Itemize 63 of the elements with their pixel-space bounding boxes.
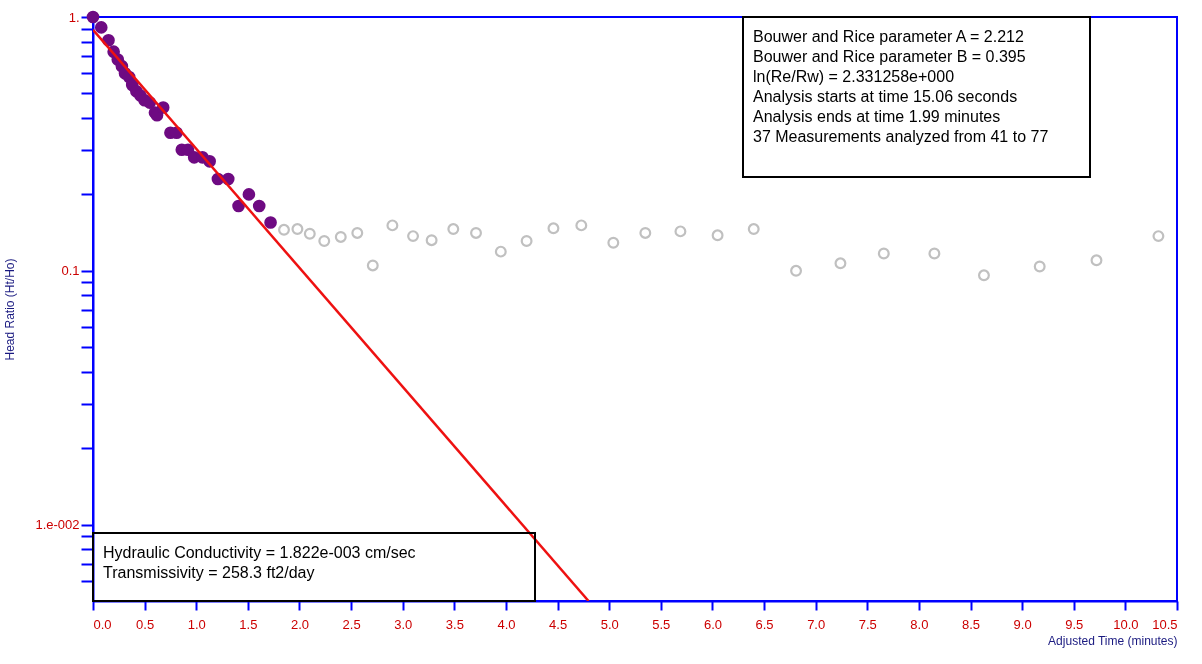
x-tick-label: 3.0: [394, 616, 413, 632]
point: [711, 229, 724, 242]
point: [1090, 254, 1103, 267]
x-tick-label: 4.5: [549, 616, 568, 632]
point: [607, 236, 620, 249]
point: [470, 226, 482, 239]
point: [264, 216, 277, 229]
point: [407, 230, 420, 243]
point: [447, 223, 460, 236]
point: [252, 199, 266, 213]
point: [1152, 230, 1165, 243]
x-tick-label: 5.5: [652, 616, 671, 632]
point: [1033, 260, 1046, 273]
x-tick-label: 3.5: [445, 616, 464, 632]
x-tick-label: 10.5: [1152, 616, 1178, 632]
x-tick-label: 0.5: [136, 616, 155, 632]
x-tick-label: 10.0: [1113, 616, 1139, 632]
x-tick-label: 0.0: [93, 616, 112, 632]
point: [334, 230, 347, 243]
point: [928, 247, 941, 260]
point: [291, 223, 304, 236]
point: [575, 219, 588, 232]
point: [639, 226, 652, 239]
point: [425, 234, 438, 247]
x-tick-label: 5.0: [600, 616, 619, 632]
point: [86, 10, 100, 24]
point: [520, 235, 533, 247]
x-tick-label: 4.0: [497, 616, 516, 632]
x-tick-label: 6.5: [755, 616, 774, 632]
y-axis-title: Head Ratio (Ht/Ho): [3, 258, 18, 361]
point: [790, 264, 803, 277]
y-tick-label: 1.: [68, 9, 80, 25]
x-tick-label: 2.0: [290, 616, 310, 632]
point: [278, 223, 290, 236]
point: [547, 222, 560, 235]
point: [834, 257, 847, 270]
point: [386, 219, 399, 232]
x-axis-title: Adjusted Time (minutes): [1048, 633, 1178, 648]
y-tick-label: 0.1: [61, 263, 80, 279]
x-tick-label: 8.5: [961, 616, 981, 632]
point: [494, 245, 507, 258]
point: [242, 188, 256, 201]
point: [94, 21, 108, 34]
point: [977, 269, 990, 282]
x-tick-label: 7.0: [807, 616, 826, 632]
x-tick-label: 1.0: [187, 616, 206, 632]
x-tick-label: 9.0: [1013, 616, 1032, 632]
x-tick-label: 9.5: [1065, 616, 1084, 632]
point: [877, 247, 890, 260]
y-tick-label: 1.e-002: [35, 517, 80, 533]
point: [674, 225, 687, 238]
point: [303, 227, 316, 240]
x-tick-label: 2.5: [342, 616, 361, 632]
x-tick-label: 1.5: [239, 616, 258, 632]
point: [747, 223, 760, 236]
point: [351, 226, 364, 239]
x-tick-label: 7.5: [858, 616, 877, 632]
point: [318, 235, 331, 247]
x-tick-label: 6.0: [703, 616, 722, 632]
x-tick-label: 8.0: [910, 616, 929, 632]
annotation: Bouwer and Rice parameter A = 2.212 Bouwer and Rice parameter B = 0.395 ln(Re/Rw) = 2.331258e+000 Analysis starts at time 15.06 seconds Analysis ends at time 1.99 minutes 37 Measurements analyzed from 41 to 77: [753, 28, 1049, 145]
point: [366, 259, 379, 272]
annotation: Hydraulic Conductivity = 1.822e-003 cm/sec Transmissivity = 258.3 ft2/day: [103, 544, 416, 581]
